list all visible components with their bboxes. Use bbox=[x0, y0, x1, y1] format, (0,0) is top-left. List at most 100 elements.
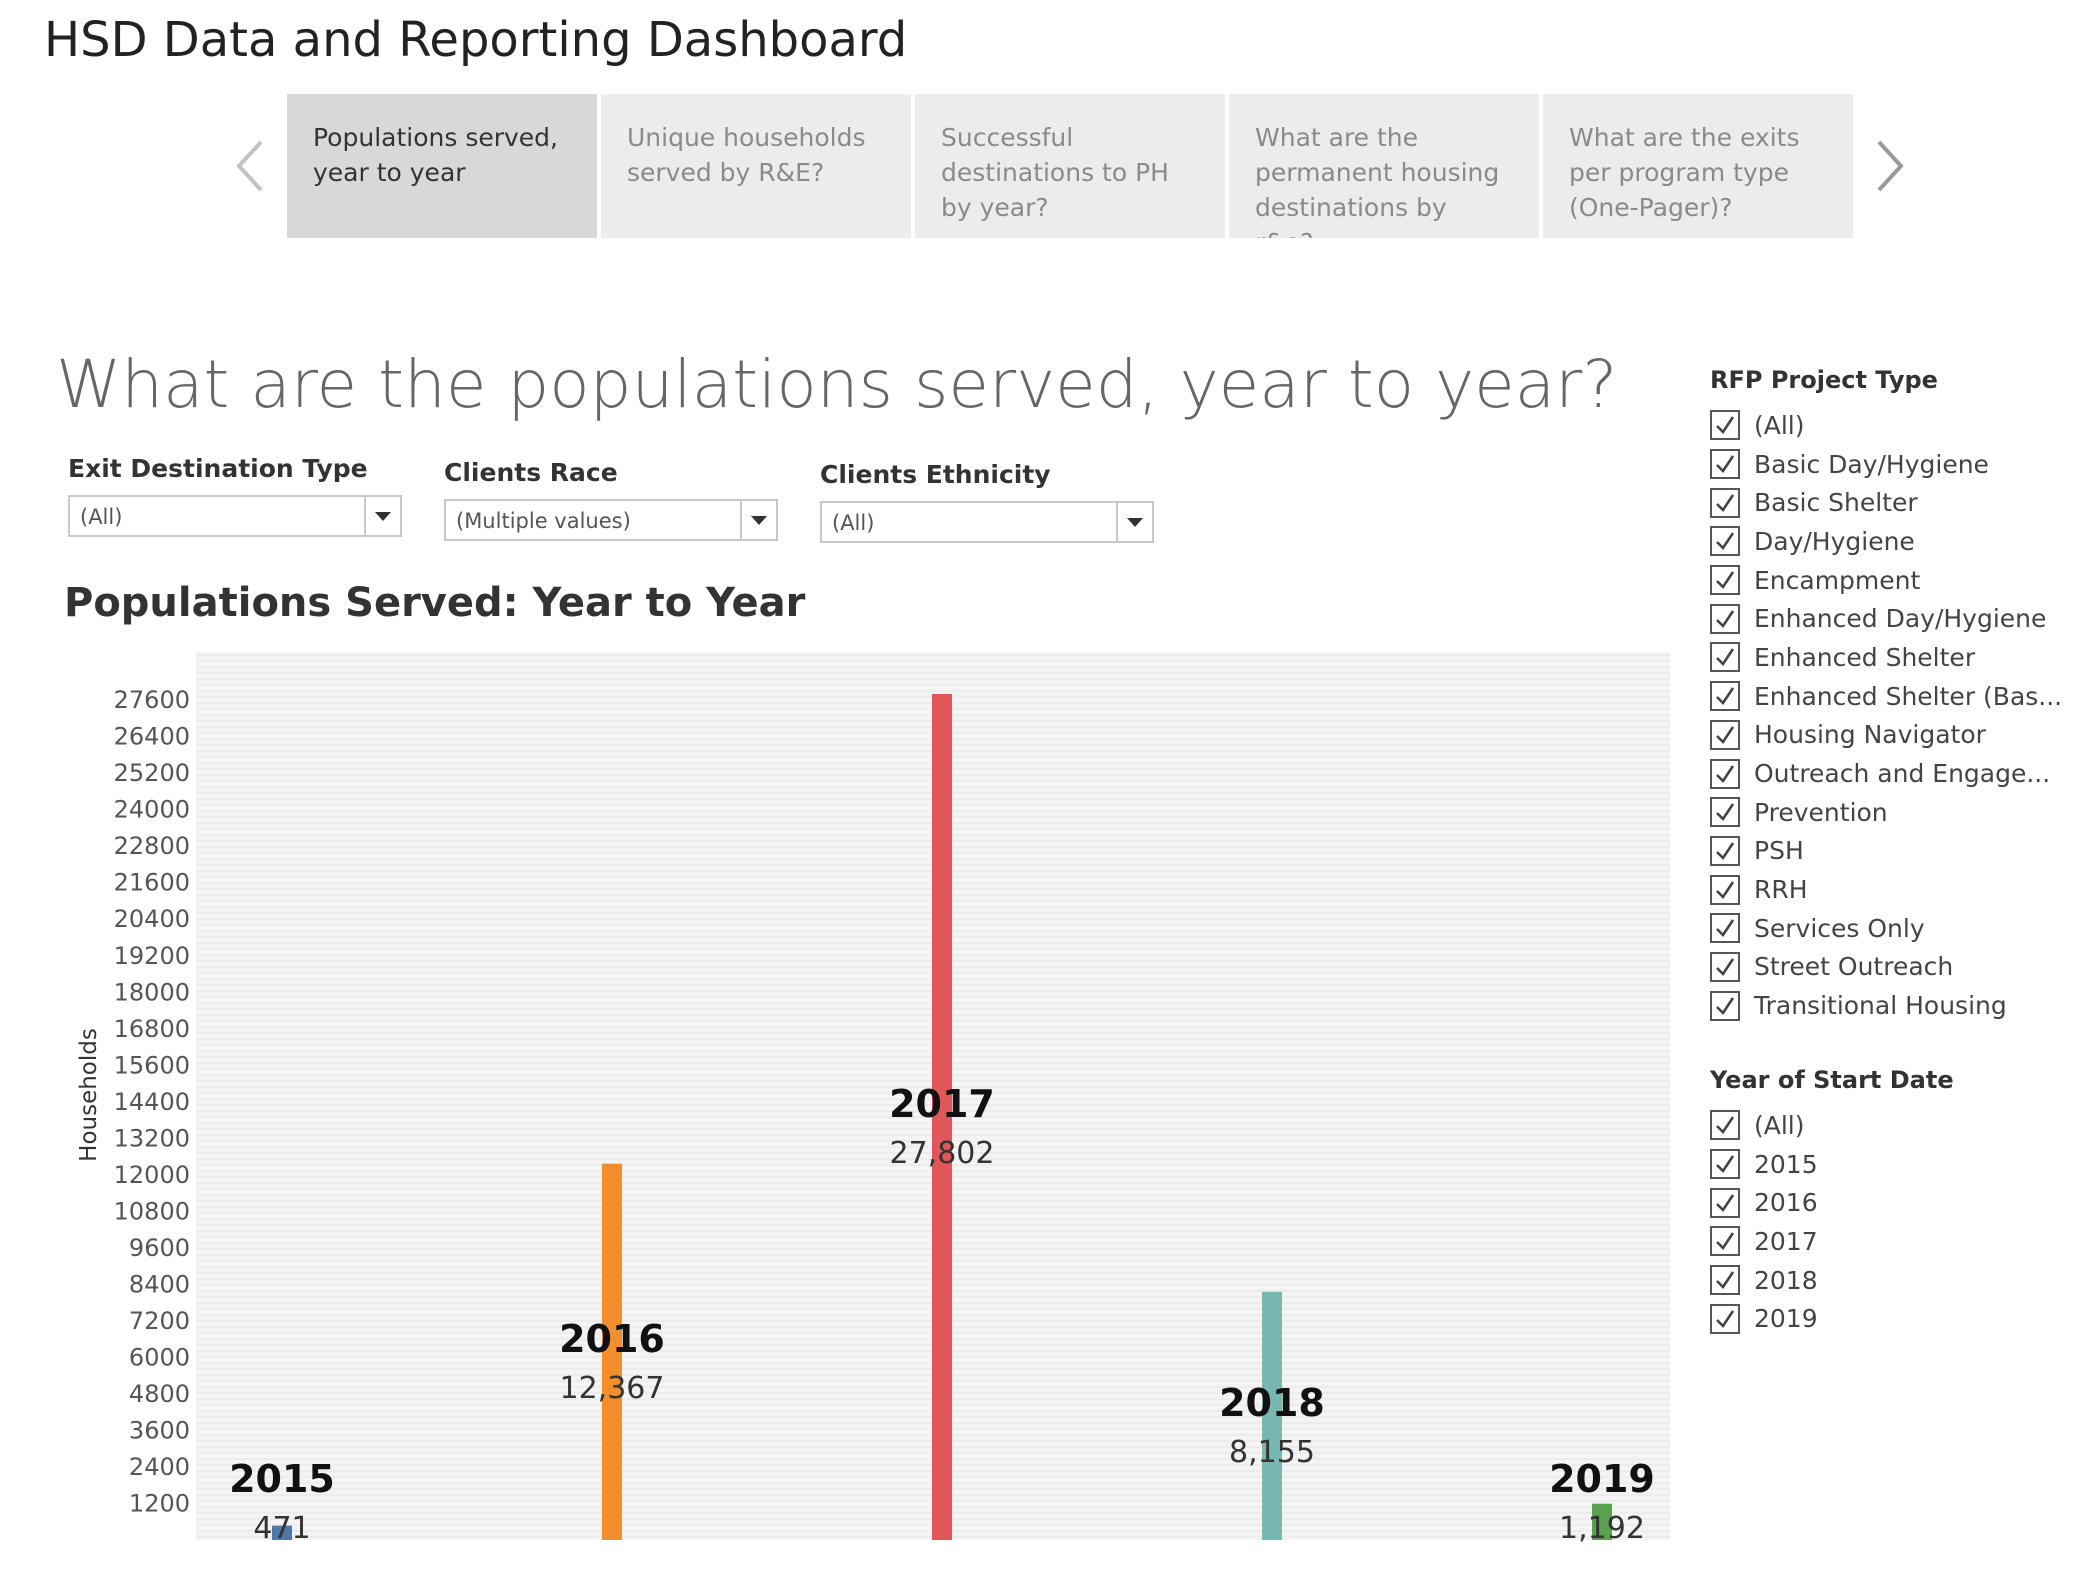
checkbox[interactable] bbox=[1710, 565, 1740, 596]
y-tick-label: 8400 bbox=[129, 1270, 190, 1298]
tab-label: What are the permanent housing destinati… bbox=[1255, 123, 1500, 238]
project-type-option[interactable]: Encampment bbox=[1710, 561, 2062, 600]
y-tick-label: 20400 bbox=[114, 905, 190, 933]
checkbox[interactable] bbox=[1710, 797, 1740, 828]
checkbox[interactable] bbox=[1710, 719, 1740, 750]
project-type-option[interactable]: Outreach and Engage... bbox=[1710, 754, 2062, 793]
start-year-option[interactable]: 2018 bbox=[1710, 1261, 1954, 1300]
start-year-option[interactable]: 2015 bbox=[1710, 1145, 1954, 1184]
project-type-option[interactable]: Enhanced Day/Hygiene bbox=[1710, 599, 2062, 638]
checkbox[interactable] bbox=[1710, 410, 1740, 441]
chevron-left-icon bbox=[236, 140, 263, 192]
start-year-option[interactable]: 2019 bbox=[1710, 1299, 1954, 1338]
select-value: (All) bbox=[80, 505, 123, 529]
filter-rfp-project-type: RFP Project Type (All) Basic Day/Hygiene B… bbox=[1710, 366, 2062, 1025]
bar-2016[interactable] bbox=[602, 1163, 622, 1540]
exit-destination-select[interactable]: (All) bbox=[68, 495, 402, 537]
checkbox[interactable] bbox=[1710, 526, 1740, 557]
checkmark-icon bbox=[1716, 726, 1735, 744]
checkmark-icon bbox=[1716, 996, 1735, 1015]
checkmark-icon bbox=[1716, 1310, 1735, 1328]
bar-category-label: 2016 bbox=[559, 1317, 665, 1361]
start-year-option[interactable]: 2017 bbox=[1710, 1222, 1954, 1261]
select-value: (Multiple values) bbox=[456, 509, 631, 533]
page-question: What are the populations served, year to… bbox=[56, 346, 1618, 423]
bar-2018[interactable] bbox=[1262, 1291, 1282, 1540]
start-year-option[interactable]: 2016 bbox=[1710, 1183, 1954, 1222]
checkbox[interactable] bbox=[1710, 874, 1740, 905]
checkbox[interactable] bbox=[1710, 487, 1740, 518]
checkbox[interactable] bbox=[1710, 1149, 1740, 1180]
y-tick-label: 18000 bbox=[114, 978, 190, 1006]
checkbox[interactable] bbox=[1710, 603, 1740, 634]
checkmark-icon bbox=[1716, 493, 1735, 512]
checkbox[interactable] bbox=[1710, 951, 1740, 982]
checkmark-icon bbox=[1716, 880, 1735, 899]
start-year-option-label: 2019 bbox=[1754, 1304, 1818, 1334]
bar-2017[interactable] bbox=[932, 694, 952, 1540]
checkbox[interactable] bbox=[1710, 642, 1740, 673]
checkbox[interactable] bbox=[1710, 1303, 1740, 1334]
y-tick-label: 3600 bbox=[129, 1416, 190, 1444]
project-type-option[interactable]: Enhanced Shelter (Bas... bbox=[1710, 677, 2062, 716]
checkbox[interactable] bbox=[1710, 913, 1740, 944]
checkmark-icon bbox=[1716, 532, 1735, 551]
project-type-option-label: Enhanced Shelter bbox=[1754, 642, 1976, 672]
year-of-start-date-title: Year of Start Date bbox=[1710, 1066, 1954, 1094]
y-tick-label: 25200 bbox=[114, 759, 190, 787]
start-year-option-label: 2017 bbox=[1754, 1226, 1818, 1256]
clients-race-select[interactable]: (Multiple values) bbox=[444, 499, 778, 541]
bar-value-label: 1,192 bbox=[1559, 1511, 1645, 1546]
tab-unique-households[interactable]: Unique households served by R&E? bbox=[601, 94, 911, 238]
project-type-option[interactable]: Street Outreach bbox=[1710, 948, 2062, 987]
filter-exit-destination: Exit Destination Type (All) bbox=[68, 454, 402, 537]
y-tick-label: 10800 bbox=[114, 1197, 190, 1225]
project-type-option-label: Enhanced Shelter (Bas... bbox=[1754, 681, 2063, 711]
tab-successful-destinations[interactable]: Successful destinations to PH by year? bbox=[915, 94, 1225, 238]
tab-populations-served[interactable]: Populations served, year to year bbox=[287, 94, 597, 238]
carousel-next-button[interactable] bbox=[1862, 94, 1918, 238]
bar-2015[interactable] bbox=[272, 1525, 292, 1540]
checkbox[interactable] bbox=[1710, 681, 1740, 712]
checkbox[interactable] bbox=[1710, 1110, 1740, 1141]
checkbox[interactable] bbox=[1710, 1265, 1740, 1296]
project-type-option[interactable]: Day/Hygiene bbox=[1710, 522, 2062, 561]
checkbox[interactable] bbox=[1710, 449, 1740, 480]
checkmark-icon bbox=[1716, 416, 1735, 435]
y-tick-label: 21600 bbox=[114, 869, 190, 897]
y-tick-label: 26400 bbox=[114, 723, 190, 751]
checkbox[interactable] bbox=[1710, 1187, 1740, 1218]
project-type-option[interactable]: Basic Shelter bbox=[1710, 483, 2062, 522]
bar-2019[interactable] bbox=[1592, 1503, 1612, 1540]
start-year-option-label: 2015 bbox=[1754, 1149, 1818, 1179]
checkbox[interactable] bbox=[1710, 1226, 1740, 1257]
start-year-option[interactable]: (All) bbox=[1710, 1106, 1954, 1145]
project-type-option-label: Basic Shelter bbox=[1754, 488, 1918, 518]
bar-chart: 1200 2400 3600 4800 6000 7200 8400 9600 10800 120… bbox=[76, 652, 1670, 1546]
bar-category-label: 2018 bbox=[1219, 1381, 1325, 1425]
y-tick-label: 13200 bbox=[114, 1124, 190, 1152]
tab-permanent-housing[interactable]: What are the permanent housing destinati… bbox=[1229, 94, 1539, 238]
y-tick-label: 6000 bbox=[129, 1343, 190, 1371]
project-type-option-label: Services Only bbox=[1754, 913, 1925, 943]
bar-value-label: 471 bbox=[253, 1511, 310, 1546]
start-year-option-label: 2016 bbox=[1754, 1188, 1818, 1218]
project-type-option[interactable]: RRH bbox=[1710, 870, 2062, 909]
checkmark-icon bbox=[1716, 842, 1735, 860]
rfp-project-type-list: (All) Basic Day/Hygiene Basic Shelter Day/H… bbox=[1710, 406, 2062, 1025]
tab-exits-per-program[interactable]: What are the exits per program type (One… bbox=[1543, 94, 1853, 238]
project-type-option[interactable]: Transitional Housing bbox=[1710, 986, 2062, 1025]
project-type-option[interactable]: Services Only bbox=[1710, 909, 2062, 948]
project-type-option[interactable]: Prevention bbox=[1710, 793, 2062, 832]
project-type-option[interactable]: PSH bbox=[1710, 832, 2062, 871]
checkbox[interactable] bbox=[1710, 835, 1740, 866]
carousel-prev-button[interactable] bbox=[222, 94, 278, 238]
project-type-option[interactable]: Basic Day/Hygiene bbox=[1710, 445, 2062, 484]
y-tick-label: 4800 bbox=[129, 1380, 190, 1408]
project-type-option[interactable]: (All) bbox=[1710, 406, 2062, 445]
checkbox[interactable] bbox=[1710, 990, 1740, 1021]
project-type-option[interactable]: Enhanced Shelter bbox=[1710, 638, 2062, 677]
checkbox[interactable] bbox=[1710, 758, 1740, 789]
clients-ethnicity-select[interactable]: (All) bbox=[820, 501, 1154, 543]
project-type-option[interactable]: Housing Navigator bbox=[1710, 716, 2062, 755]
